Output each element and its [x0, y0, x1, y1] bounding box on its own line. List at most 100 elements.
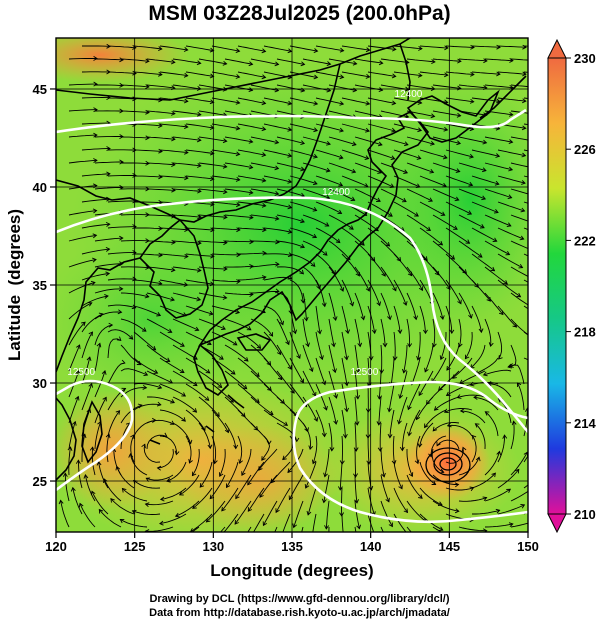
streamline	[341, 383, 348, 412]
streamline	[68, 321, 86, 346]
streamline-arrowhead	[248, 164, 254, 170]
streamline-arrowhead	[518, 263, 524, 269]
streamline	[110, 498, 135, 515]
streamline	[146, 240, 176, 244]
streamline	[510, 452, 528, 476]
streamline-arrowhead	[303, 316, 309, 322]
streamline	[367, 435, 370, 465]
streamline	[276, 318, 290, 345]
streamline	[106, 434, 110, 463]
streamline	[68, 282, 96, 294]
streamline	[398, 396, 408, 424]
streamline-arrowhead	[329, 446, 335, 452]
streamline-arrowhead	[205, 369, 211, 374]
streamline-arrowhead	[249, 214, 254, 220]
streamline	[354, 136, 383, 146]
streamline	[473, 396, 499, 411]
streamline-arrowhead	[376, 421, 382, 426]
streamline	[172, 344, 198, 360]
streamline-arrowhead	[258, 466, 263, 471]
streamline	[458, 136, 487, 144]
streamline-arrowhead	[353, 447, 359, 452]
streamline	[315, 175, 343, 186]
streamline	[323, 474, 330, 503]
streamline	[341, 279, 354, 306]
streamline-arrowhead	[522, 44, 527, 50]
streamline-arrowhead	[81, 321, 86, 327]
streamline	[341, 357, 348, 386]
streamline	[341, 305, 349, 334]
streamline-arrowhead	[365, 127, 370, 133]
streamline-arrowhead	[467, 210, 473, 215]
chart-title: MSM 03Z28Jul2025 (200.0hPa)	[148, 2, 451, 25]
streamline	[354, 110, 383, 118]
streamline	[241, 448, 252, 476]
streamline-arrowhead	[354, 499, 360, 504]
streamline	[146, 162, 175, 166]
streamline	[91, 491, 109, 515]
streamline	[393, 253, 413, 276]
streamline-arrowhead	[450, 255, 456, 260]
streamline-arrowhead	[442, 154, 448, 160]
streamline-arrowhead	[470, 71, 475, 77]
streamline-arrowhead	[119, 159, 124, 165]
streamline-arrowhead	[104, 293, 109, 299]
streamline-arrowhead	[285, 340, 290, 346]
streamline	[94, 397, 107, 424]
streamline-arrowhead	[310, 262, 316, 267]
streamline	[312, 435, 318, 464]
streamline-arrowhead	[300, 166, 306, 172]
streamline-arrowhead	[287, 204, 293, 210]
streamline-arrowhead	[457, 299, 462, 305]
streamline-arrowhead	[323, 472, 328, 478]
streamline-arrowhead	[534, 519, 538, 523]
streamline-arrowhead	[343, 355, 349, 361]
streamline-arrowhead	[222, 163, 228, 169]
streamline-arrowhead	[235, 494, 240, 500]
streamline	[523, 455, 528, 463]
streamline	[276, 396, 298, 417]
streamline-arrowhead	[210, 201, 215, 207]
streamline-arrowhead	[339, 287, 345, 292]
streamline-arrowhead	[457, 85, 462, 91]
coastline-china-south	[56, 397, 77, 481]
coastline-sakhalin	[399, 43, 411, 101]
streamline-arrowhead	[131, 304, 137, 310]
streamline	[198, 422, 211, 449]
streamline	[367, 71, 396, 77]
streamline-arrowhead	[262, 250, 267, 256]
streamline	[185, 227, 214, 231]
streamline	[133, 175, 163, 178]
streamline-arrowhead	[170, 296, 175, 302]
streamline-arrowhead	[235, 74, 241, 79]
streamline	[458, 240, 483, 258]
streamline	[419, 253, 440, 276]
streamline	[315, 201, 342, 214]
colorbar-scale	[547, 57, 567, 515]
streamline-arrowhead	[508, 363, 514, 368]
streamline	[146, 434, 167, 450]
coastline-taiwan	[81, 400, 103, 464]
streamline	[107, 200, 136, 203]
streamline-arrowhead	[440, 211, 446, 216]
streamline-arrowhead	[279, 320, 285, 326]
streamline-arrowhead	[403, 141, 409, 147]
streamline	[393, 149, 421, 159]
streamline-arrowhead	[521, 125, 527, 131]
streamline-arrowhead	[482, 528, 488, 532]
x-tick-label: 125	[124, 539, 146, 554]
streamline-arrowhead	[70, 486, 76, 492]
streamline-arrowhead	[313, 127, 319, 133]
streamline	[445, 71, 474, 76]
streamline	[341, 435, 343, 465]
streamline-arrowhead	[390, 155, 396, 161]
streamline-arrowhead	[388, 212, 393, 217]
streamline	[380, 188, 407, 202]
streamline-arrowhead	[531, 487, 535, 491]
streamline	[146, 110, 175, 115]
colorbar-tick-label: 218	[574, 325, 596, 340]
streamline	[219, 448, 226, 477]
streamline	[146, 84, 175, 89]
streamline	[497, 279, 521, 298]
streamline	[497, 305, 517, 328]
